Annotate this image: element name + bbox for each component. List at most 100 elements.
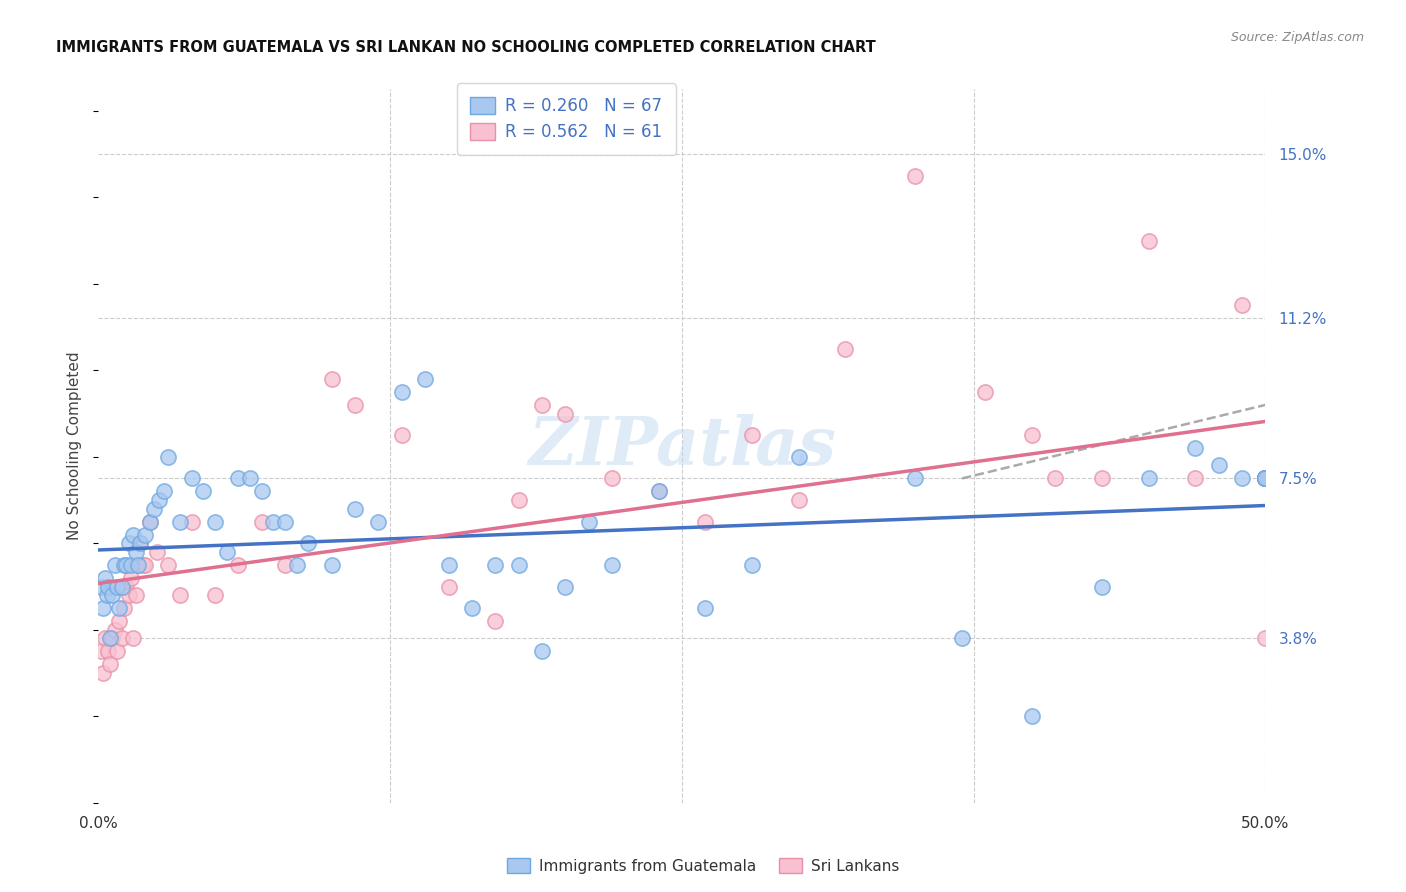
- Point: [134, 527, 156, 541]
- Point: [129, 536, 152, 550]
- Point: [647, 484, 669, 499]
- Point: [344, 398, 367, 412]
- Text: ZIPatlas: ZIPatlas: [529, 414, 835, 478]
- Point: [741, 558, 763, 572]
- Point: [239, 471, 262, 485]
- Point: [274, 558, 297, 572]
- Point: [1091, 580, 1114, 594]
- Point: [143, 501, 166, 516]
- Point: [101, 632, 124, 646]
- Point: [120, 571, 142, 585]
- Y-axis label: No Schooling Completed: No Schooling Completed: [67, 351, 83, 541]
- Point: [1137, 234, 1160, 248]
- Point: [152, 484, 174, 499]
- Text: IMMIGRANTS FROM GUATEMALA VS SRI LANKAN NO SCHOOLING COMPLETED CORRELATION CHART: IMMIGRANTS FROM GUATEMALA VS SRI LANKAN …: [56, 40, 876, 55]
- Point: [1254, 471, 1277, 485]
- Point: [120, 558, 142, 572]
- Point: [104, 623, 127, 637]
- Point: [1021, 709, 1043, 723]
- Point: [134, 558, 156, 572]
- Point: [321, 558, 343, 572]
- Point: [1091, 471, 1114, 485]
- Point: [127, 558, 149, 572]
- Point: [274, 515, 297, 529]
- Point: [1254, 471, 1277, 485]
- Point: [695, 601, 717, 615]
- Point: [950, 632, 973, 646]
- Point: [115, 580, 138, 594]
- Point: [1254, 471, 1277, 485]
- Point: [834, 342, 856, 356]
- Point: [391, 428, 413, 442]
- Point: [104, 558, 127, 572]
- Point: [180, 471, 202, 485]
- Point: [1184, 471, 1206, 485]
- Point: [1254, 471, 1277, 485]
- Point: [90, 580, 112, 594]
- Point: [169, 588, 191, 602]
- Point: [578, 515, 600, 529]
- Point: [530, 644, 553, 658]
- Point: [695, 515, 717, 529]
- Point: [321, 372, 343, 386]
- Point: [974, 384, 997, 399]
- Point: [105, 644, 128, 658]
- Point: [111, 632, 134, 646]
- Point: [204, 588, 226, 602]
- Point: [600, 471, 623, 485]
- Legend: Immigrants from Guatemala, Sri Lankans: Immigrants from Guatemala, Sri Lankans: [501, 852, 905, 880]
- Point: [1137, 471, 1160, 485]
- Point: [139, 515, 162, 529]
- Point: [122, 527, 145, 541]
- Point: [157, 450, 180, 464]
- Point: [105, 580, 128, 594]
- Point: [484, 614, 506, 628]
- Point: [787, 493, 810, 508]
- Point: [97, 644, 120, 658]
- Point: [391, 384, 413, 399]
- Point: [1254, 471, 1277, 485]
- Point: [98, 657, 121, 672]
- Point: [90, 644, 112, 658]
- Point: [111, 580, 134, 594]
- Point: [1184, 441, 1206, 455]
- Text: Source: ZipAtlas.com: Source: ZipAtlas.com: [1230, 31, 1364, 45]
- Point: [1254, 471, 1277, 485]
- Point: [91, 601, 114, 615]
- Point: [647, 484, 669, 499]
- Point: [91, 666, 114, 681]
- Point: [180, 515, 202, 529]
- Point: [157, 558, 180, 572]
- Point: [125, 588, 148, 602]
- Point: [148, 493, 170, 508]
- Point: [94, 571, 117, 585]
- Point: [741, 428, 763, 442]
- Point: [508, 493, 530, 508]
- Point: [1021, 428, 1043, 442]
- Point: [787, 450, 810, 464]
- Point: [169, 515, 191, 529]
- Point: [101, 588, 124, 602]
- Point: [461, 601, 484, 615]
- Point: [118, 536, 141, 550]
- Point: [122, 632, 145, 646]
- Point: [600, 558, 623, 572]
- Point: [530, 398, 553, 412]
- Point: [367, 515, 389, 529]
- Point: [108, 614, 131, 628]
- Point: [904, 169, 927, 183]
- Point: [262, 515, 284, 529]
- Point: [146, 545, 169, 559]
- Point: [554, 407, 576, 421]
- Point: [139, 515, 162, 529]
- Point: [204, 515, 226, 529]
- Point: [97, 580, 120, 594]
- Point: [508, 558, 530, 572]
- Point: [1230, 298, 1253, 312]
- Point: [1254, 471, 1277, 485]
- Point: [112, 558, 135, 572]
- Point: [484, 558, 506, 572]
- Point: [215, 545, 238, 559]
- Point: [94, 632, 117, 646]
- Point: [413, 372, 436, 386]
